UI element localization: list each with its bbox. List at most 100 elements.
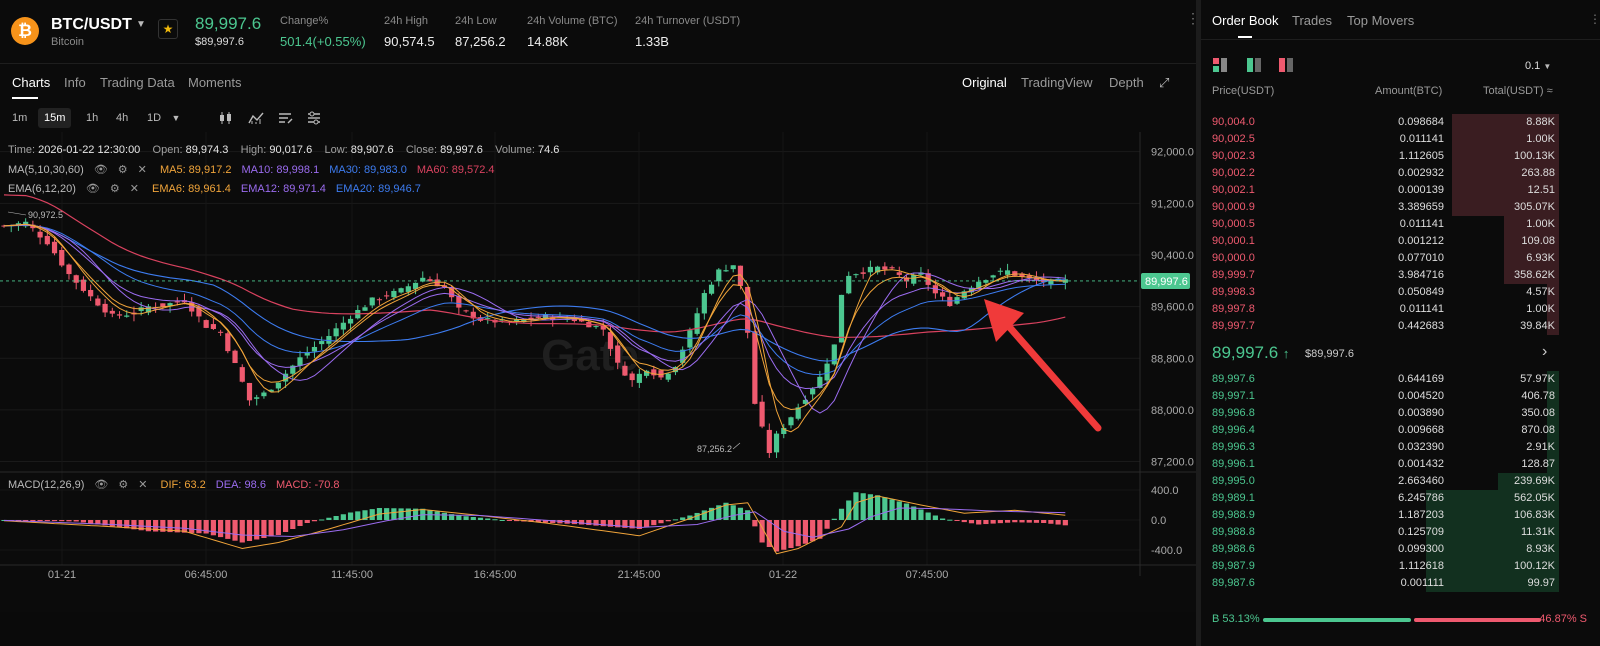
- macd-bar: [838, 508, 845, 520]
- settings-icon[interactable]: ⚙: [117, 164, 128, 176]
- macd-bar: [239, 520, 245, 543]
- drawing-tools-icon[interactable]: [277, 110, 293, 126]
- favorite-star-icon[interactable]: ★: [158, 19, 178, 39]
- stat-value: 501.4(+0.55%): [280, 34, 366, 49]
- ask-row[interactable]: 90,000.5 0.011141 1.00K: [1201, 216, 1600, 233]
- bid-row[interactable]: 89,996.8 0.003890 350.08: [1201, 405, 1600, 422]
- col-total[interactable]: Total(USDT) ≈: [1483, 85, 1553, 97]
- price-chart[interactable]: Gate 92,000.0 91,200.0 90,400.0 89,600.0 88,…: [0, 132, 1196, 598]
- ask-amount: 0.050849: [1398, 286, 1444, 298]
- tab-trading-data[interactable]: Trading Data: [100, 75, 175, 90]
- macd-bar: [1062, 520, 1068, 526]
- settings-icon[interactable]: ⚙: [118, 479, 129, 491]
- bid-row[interactable]: 89,996.1 0.001432 128.87: [1201, 456, 1600, 473]
- ask-row[interactable]: 90,002.3 1.112605 100.13K: [1201, 148, 1600, 165]
- more-icon[interactable]: ⋮: [1589, 12, 1600, 26]
- ema20-line: [3, 224, 1066, 376]
- close-icon[interactable]: ✕: [137, 164, 147, 176]
- ask-row[interactable]: 90,000.1 0.001212 109.08: [1201, 233, 1600, 250]
- depth-bar: [1452, 199, 1559, 216]
- bid-row[interactable]: 89,996.3 0.032390 2.91K: [1201, 439, 1600, 456]
- tab-top-movers[interactable]: Top Movers: [1347, 13, 1415, 28]
- interval-1d[interactable]: 1D: [147, 112, 162, 124]
- ask-row[interactable]: 89,998.3 0.050849 4.57K: [1201, 284, 1600, 301]
- ema12-line: [3, 224, 1066, 390]
- bid-row[interactable]: 89,988.8 0.125709 11.31K: [1201, 524, 1600, 541]
- eye-icon[interactable]: 👁: [85, 183, 100, 195]
- chevron-right-icon[interactable]: ›: [1542, 343, 1548, 360]
- candle-body: [716, 269, 722, 282]
- tab-order-book[interactable]: Order Book: [1212, 13, 1279, 28]
- bid-row[interactable]: 89,988.9 1.187203 106.83K: [1201, 507, 1600, 524]
- bid-row[interactable]: 89,987.9 1.112618 100.12K: [1201, 558, 1600, 575]
- candle-body: [658, 370, 664, 378]
- ask-row[interactable]: 90,002.2 0.002932 263.88: [1201, 165, 1600, 182]
- fullscreen-icon[interactable]: ⤢: [1159, 75, 1170, 90]
- view-bids-icon[interactable]: [1247, 58, 1261, 72]
- eye-icon[interactable]: 👁: [94, 479, 109, 491]
- macd-bar: [622, 520, 628, 528]
- macd-bar: [311, 520, 318, 522]
- close-icon[interactable]: ✕: [129, 183, 139, 195]
- view-asks-icon[interactable]: [1279, 58, 1293, 72]
- macd-bar: [398, 508, 404, 520]
- macd-bar: [968, 520, 975, 524]
- ask-row[interactable]: 90,000.9 3.389659 305.07K: [1201, 199, 1600, 216]
- candle-body: [254, 397, 260, 399]
- candle-body: [59, 249, 65, 266]
- candle-body: [593, 326, 599, 328]
- candle-body: [80, 279, 87, 291]
- indicators-icon[interactable]: [248, 110, 264, 126]
- ask-row[interactable]: 89,999.7 3.984716 358.62K: [1201, 267, 1600, 284]
- ask-row[interactable]: 89,997.8 0.011141 1.00K: [1201, 301, 1600, 318]
- interval-dropdown-icon[interactable]: ▼: [171, 113, 181, 123]
- bid-row[interactable]: 89,997.6 0.644169 57.97K: [1201, 371, 1600, 388]
- precision-select[interactable]: 0.1 ▼: [1525, 60, 1551, 72]
- tab-charts[interactable]: Charts: [12, 75, 51, 90]
- tab-info[interactable]: Info: [64, 75, 86, 90]
- orderbook-panel: Order Book Trades Top Movers ⋮ 0.1 ▼ Pri…: [1201, 0, 1600, 646]
- view-original[interactable]: Original: [962, 75, 1007, 90]
- macd-bar: [44, 520, 50, 521]
- candle-body: [275, 382, 281, 389]
- ask-row[interactable]: 90,000.0 0.077010 6.93K: [1201, 250, 1600, 267]
- bid-amount: 0.099300: [1398, 543, 1444, 555]
- close-icon[interactable]: ✕: [138, 479, 148, 491]
- settings-icon[interactable]: ⚙: [109, 183, 120, 195]
- y-axis-label: 88,000.0: [1151, 405, 1194, 417]
- interval-15m[interactable]: 15m: [38, 108, 72, 128]
- ask-row[interactable]: 89,997.7 0.442683 39.84K: [1201, 318, 1600, 335]
- ask-row[interactable]: 90,002.1 0.000139 12.51: [1201, 182, 1600, 199]
- bid-row[interactable]: 89,987.6 0.001111 99.97: [1201, 575, 1600, 592]
- view-depth[interactable]: Depth: [1109, 75, 1144, 90]
- chart-canvas[interactable]: Gate 92,000.091,200.090,400.089,600.088,…: [0, 132, 1196, 598]
- macd-bar: [607, 520, 614, 527]
- bid-row[interactable]: 89,989.1 6.245786 562.05K: [1201, 490, 1600, 507]
- depth-bar: [1547, 371, 1559, 388]
- interval-1m[interactable]: 1m: [12, 112, 28, 124]
- bid-row[interactable]: 89,997.1 0.004520 406.78: [1201, 388, 1600, 405]
- pair-selector[interactable]: BTC/USDT: [51, 16, 132, 33]
- macd-bar: [586, 520, 592, 526]
- chevron-down-icon[interactable]: ▼: [136, 19, 146, 30]
- candle-type-icon[interactable]: [218, 110, 234, 126]
- dif-line: [3, 495, 1066, 555]
- settings-icon[interactable]: [306, 110, 322, 126]
- interval-4h[interactable]: 4h: [116, 112, 129, 124]
- view-tradingview[interactable]: TradingView: [1021, 75, 1093, 90]
- panel-divider[interactable]: [1196, 0, 1201, 646]
- interval-1h[interactable]: 1h: [86, 112, 99, 124]
- eye-icon[interactable]: 👁: [93, 164, 108, 176]
- macd-bar: [810, 520, 816, 542]
- bid-row[interactable]: 89,995.0 2.663460 239.69K: [1201, 473, 1600, 490]
- bid-row[interactable]: 89,996.4 0.009668 870.08: [1201, 422, 1600, 439]
- view-both-icon[interactable]: [1213, 58, 1227, 72]
- bid-row[interactable]: 89,988.6 0.099300 8.93K: [1201, 541, 1600, 558]
- tab-moments[interactable]: Moments: [188, 75, 242, 90]
- macd-bar: [109, 520, 115, 527]
- macd-bar: [701, 510, 707, 520]
- ask-row[interactable]: 90,002.5 0.011141 1.00K: [1201, 131, 1600, 148]
- macd-bar: [326, 517, 332, 520]
- ask-row[interactable]: 90,004.0 0.098684 8.88K: [1201, 114, 1600, 131]
- tab-trades[interactable]: Trades: [1292, 13, 1332, 28]
